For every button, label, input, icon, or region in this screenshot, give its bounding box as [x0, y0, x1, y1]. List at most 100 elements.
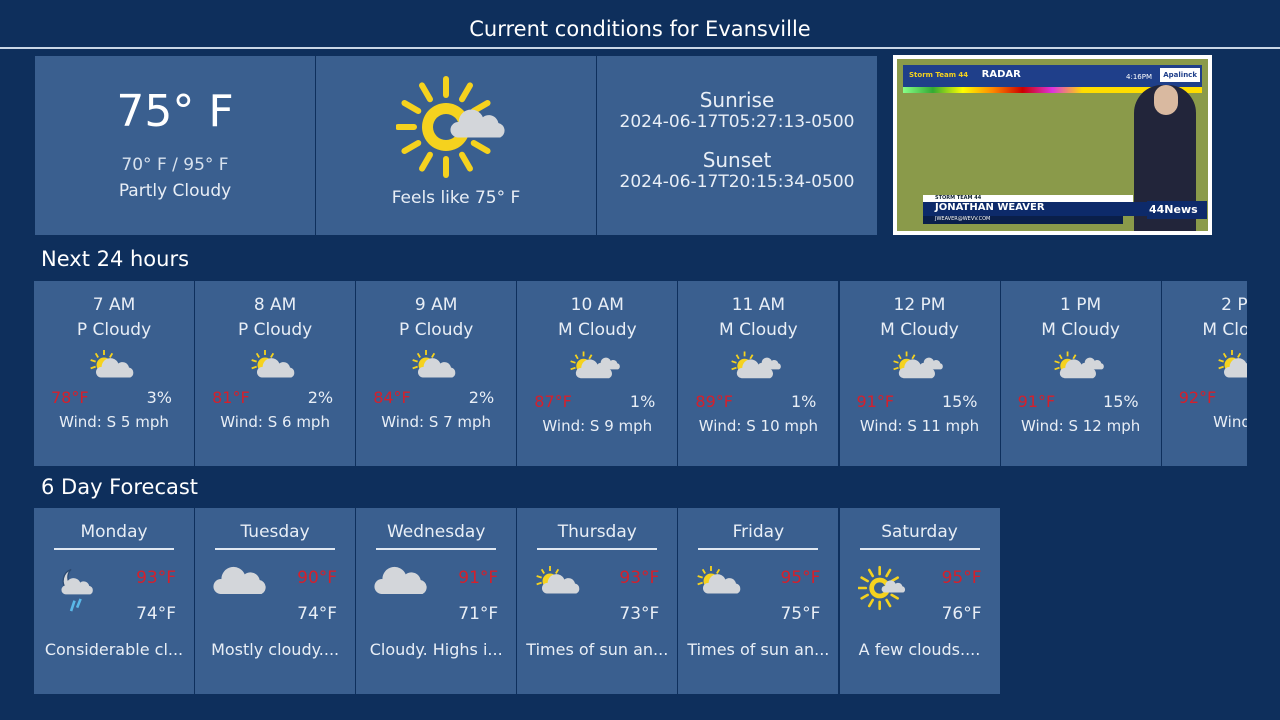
hour-precip: 3% [146, 388, 172, 407]
day-description: Times of sun an... [687, 640, 830, 659]
hour-condition: M Cloudy [1041, 320, 1120, 340]
mostly-cloudy-icon [569, 348, 625, 386]
hour-time: 10 AM [570, 295, 624, 315]
hour-precip: 2% [468, 388, 495, 407]
day-high: 93°F [619, 568, 660, 588]
hourly-card[interactable]: 11 AM M Cloudy 89°F 1% Wind: S 10 mph [678, 281, 839, 466]
current-condition: Partly Cloudy [118, 181, 232, 201]
day-low: 75°F [780, 604, 821, 624]
partly-cloudy-icon [1217, 348, 1247, 382]
hour-time: 11 AM [731, 295, 786, 315]
presenter-email: JWEAVER@WEVV.COM [923, 216, 1123, 224]
hour-condition: P Cloudy [76, 320, 152, 340]
day-low: 76°F [941, 604, 982, 624]
hour-temp: 92°F [1178, 388, 1217, 407]
partly-cloudy-icon [411, 348, 461, 382]
mostly-cloudy-icon [730, 348, 786, 386]
weather-video-player[interactable]: Storm Team 44 RADAR 4:16PM Apalinck STOR… [893, 55, 1212, 235]
current-temp-card: 75° F 70° F / 95° F Partly Cloudy [35, 56, 315, 235]
daily-card[interactable]: Monday 93°F 74°F Considerable cl... [34, 508, 194, 694]
presenter-name: JONATHAN WEAVER [923, 202, 1153, 216]
hourly-card[interactable]: 12 PM M Cloudy 91°F 15% Wind: S 11 mph [839, 281, 1000, 466]
video-graphic-title: RADAR [981, 69, 1021, 80]
sunrise-time: 2024-06-17T05:27:13-0500 [619, 112, 855, 132]
video-brand: Storm Team 44 [909, 71, 969, 79]
day-name: Friday [698, 522, 819, 550]
hourly-card[interactable]: 10 AM M Cloudy 87°F 1% Wind: S 9 mph [517, 281, 678, 466]
hour-wind: Wind: S 7 mph [381, 413, 492, 431]
hourly-card[interactable]: 8 AM P Cloudy 81°F 2% Wind: S 6 mph [195, 281, 356, 466]
hour-temp: 78°F [51, 388, 89, 407]
daily-section-title: 6 Day Forecast [41, 475, 199, 499]
hour-condition: M Cloudy [719, 320, 798, 340]
hour-time: 12 PM [893, 295, 946, 315]
hourly-card[interactable]: 2 PM M Cloudy 92°F Wind: S [1161, 281, 1247, 466]
hour-temp: 91°F [856, 392, 895, 411]
day-low: 74°F [297, 604, 338, 624]
day-name: Wednesday [376, 522, 497, 550]
partly-cloudy-icon [89, 348, 139, 382]
hour-wind: Wind: S 11 mph [859, 417, 980, 435]
hour-temp: 81°F [212, 388, 250, 407]
sun-times-card: Sunrise 2024-06-17T05:27:13-0500 Sunset … [597, 56, 877, 235]
day-low: 74°F [136, 604, 176, 624]
lower-third-tag: STORM TEAM 44 [923, 195, 1133, 202]
sun-cloud-icon [858, 564, 910, 612]
sunset-time: 2024-06-17T20:15:34-0500 [619, 172, 855, 192]
hour-wind: Wind: S 5 mph [59, 413, 169, 431]
sunrise-label: Sunrise [699, 88, 775, 112]
hour-wind: Wind: S 12 mph [1020, 417, 1141, 435]
hourly-card[interactable]: 9 AM P Cloudy 84°F 2% Wind: S 7 mph [356, 281, 517, 466]
hour-condition: P Cloudy [399, 320, 474, 340]
hour-time: 7 AM [92, 295, 136, 315]
day-high: 91°F [458, 568, 499, 588]
partly-cloudy-icon [696, 564, 746, 598]
mostly-cloudy-icon [892, 348, 948, 386]
hourly-card[interactable]: 7 AM P Cloudy 78°F 3% Wind: S 5 mph [34, 281, 194, 466]
hour-precip: 15% [941, 392, 978, 411]
day-description: Mostly cloudy.... [211, 640, 340, 659]
daily-card[interactable]: Tuesday 90°F 74°F Mostly cloudy.... [195, 508, 356, 694]
hourly-forecast-list[interactable]: 7 AM P Cloudy 78°F 3% Wind: S 5 mph 8 AM … [0, 0, 1247, 720]
partly-cloudy-icon [250, 348, 300, 382]
hour-time: 2 PM [1221, 295, 1247, 315]
hour-temp: 84°F [373, 388, 411, 407]
day-description: Considerable cl... [44, 640, 184, 659]
hourly-section-title: Next 24 hours [41, 247, 190, 271]
channel-logo: 44News [1147, 201, 1207, 219]
day-name: Tuesday [215, 522, 336, 550]
hour-condition: P Cloudy [237, 320, 313, 340]
hour-time: 1 PM [1060, 295, 1102, 315]
daily-card[interactable]: Thursday 93°F 73°F Times of sun an... [517, 508, 678, 694]
page-title: Current conditions for Evansville [469, 17, 811, 41]
day-high: 95°F [941, 568, 982, 588]
day-high: 93°F [136, 568, 176, 588]
daily-card[interactable]: Saturday 95°F 76°F A few clouds.... [839, 508, 1000, 694]
day-low: 73°F [619, 604, 660, 624]
day-high: 95°F [780, 568, 821, 588]
hour-precip: 1% [791, 392, 817, 411]
current-temp: 75° F [116, 86, 234, 137]
daily-card[interactable]: Wednesday 91°F 71°F Cloudy. Highs i... [356, 508, 517, 694]
temp-range: 70° F / 95° F [121, 155, 229, 175]
day-name: Saturday [859, 522, 980, 550]
hour-precip: 15% [1103, 392, 1139, 411]
hour-temp: 87°F [534, 392, 572, 411]
day-high: 90°F [297, 568, 338, 588]
hour-condition: M Cloudy [880, 320, 959, 340]
day-low: 71°F [458, 604, 499, 624]
day-description: A few clouds.... [858, 640, 981, 659]
hour-wind: Wind: S 10 mph [698, 417, 819, 435]
cloudy-icon [374, 564, 430, 596]
daily-card[interactable]: Friday 95°F 75°F Times of sun an... [678, 508, 839, 694]
hour-precip: 1% [629, 392, 656, 411]
hourly-card[interactable]: 1 PM M Cloudy 91°F 15% Wind: S 12 mph [1000, 281, 1161, 466]
hour-time: 9 AM [414, 295, 458, 315]
night-rain-icon [52, 564, 104, 620]
hour-temp: 91°F [1017, 392, 1056, 411]
video-time: 4:16PM [1126, 73, 1152, 81]
hour-time: 8 AM [253, 295, 297, 315]
hour-wind: Wind: S 9 mph [542, 417, 653, 435]
hour-temp: 89°F [695, 392, 733, 411]
hour-wind: Wind: S 6 mph [220, 413, 330, 431]
